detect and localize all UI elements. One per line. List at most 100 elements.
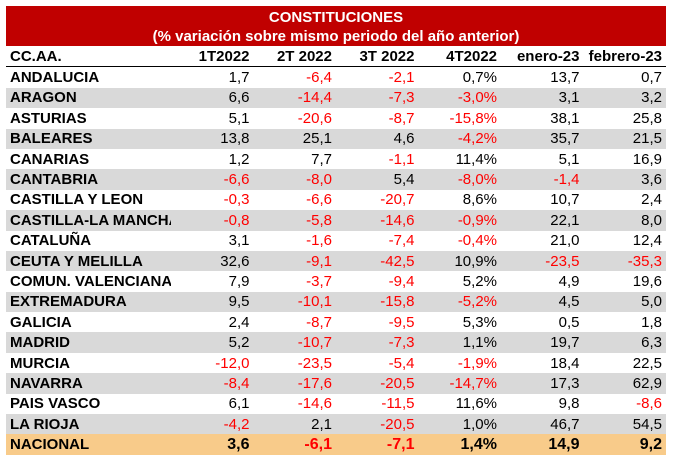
region-name: EXTREMADURA — [6, 291, 171, 313]
table-row: CATALUÑA 3,1 -1,6 -7,4 -0,4% 21,0 12,4 — [6, 231, 666, 251]
table-row: GALICIA 2,4 -8,7 -9,5 5,3% 0,5 1,8 — [6, 312, 666, 332]
value-cell: 19,7 — [501, 332, 584, 353]
value-cell: -15,8 — [336, 291, 419, 313]
region-name: ANDALUCIA — [10, 69, 100, 87]
value-cell: -0,4% — [457, 232, 497, 250]
value-cell: 5,1 — [558, 150, 580, 168]
value-cell: -10,7 — [253, 332, 336, 353]
value-cell: 21,0 — [550, 232, 580, 250]
value-cell: 9,8 — [558, 395, 580, 413]
value-cell: 19,6 — [632, 272, 662, 290]
value-cell: -1,4 — [501, 169, 584, 190]
table-row: MADRID 5,2 -10,7 -7,3 1,1% 19,7 6,3 — [6, 332, 666, 353]
value-cell: 3,1 — [228, 232, 250, 250]
value-cell: 5,1 — [228, 109, 250, 127]
value-cell: 18,4 — [550, 354, 580, 372]
value-cell: -14,7% — [418, 373, 501, 394]
region-name: PAIS VASCO — [10, 395, 101, 413]
table-row: CASTILLA-LA MANCHA -0,8 -5,8 -14,6 -0,9% 22,1… — [6, 210, 666, 231]
value-cell: -6,1 — [253, 434, 336, 455]
value-cell: -14,6 — [336, 210, 419, 231]
value-cell: 25,8 — [632, 109, 662, 127]
region-name: CEUTA Y MELILLA — [6, 250, 171, 272]
value-cell: 0,5 — [558, 313, 580, 331]
value-cell: -42,5 — [336, 250, 419, 272]
value-cell: -7,3 — [336, 87, 419, 109]
value-cell: 7,7 — [311, 150, 332, 168]
value-cell: 22,5 — [632, 354, 662, 372]
region-name: BALEARES — [6, 128, 171, 149]
value-cell: 5,4 — [336, 169, 419, 190]
value-cell: -7,4 — [388, 232, 415, 250]
value-cell: 7,9 — [228, 272, 250, 290]
value-cell: -20,5 — [336, 373, 419, 394]
table-row: COMUN. VALENCIANA 7,9 -3,7 -9,4 5,2% 4,9 19,6 — [6, 271, 666, 291]
value-cell: 2,1 — [253, 414, 336, 435]
value-cell: -14,4 — [253, 87, 336, 109]
table-row: BALEARES 13,8 25,1 4,6 -4,2% 35,7 21,5 — [6, 128, 666, 149]
value-cell: 5,3% — [462, 313, 497, 331]
value-cell: 21,5 — [583, 128, 666, 149]
value-cell: 9,2 — [583, 434, 666, 455]
table-row: CANARIAS 1,2 7,7 -1,1 11,4% 5,1 16,9 — [6, 149, 666, 169]
value-cell: -23,5 — [501, 250, 584, 272]
value-cell: 5,2 — [171, 332, 254, 353]
value-cell: 13,7 — [550, 69, 580, 87]
value-cell: 3,2 — [583, 87, 666, 109]
value-cell: -9,4 — [388, 272, 415, 290]
value-cell: 1,2 — [228, 150, 250, 168]
value-cell: 25,1 — [253, 128, 336, 149]
table-title-subtitle: (% variación sobre mismo periodo del año… — [152, 28, 520, 45]
value-cell: 10,9% — [418, 250, 501, 272]
value-cell: 8,6% — [462, 191, 497, 209]
region-name: CANTABRIA — [6, 169, 171, 190]
value-cell: -0,8 — [171, 210, 254, 231]
value-cell: 62,9 — [583, 373, 666, 394]
table-row: CANTABRIA -6,6 -8,0 5,4 -8,0% -1,4 3,6 — [6, 169, 666, 190]
value-cell: 0,7% — [462, 69, 497, 87]
value-cell: -7,1 — [336, 434, 419, 455]
table-row: MURCIA -12,0 -23,5 -5,4 -1,9% 18,4 22,5 — [6, 353, 666, 373]
value-cell: 0,7 — [641, 69, 662, 87]
value-cell: 3,6 — [171, 434, 254, 455]
value-cell: -1,9% — [457, 354, 497, 372]
table-row: NAVARRA -8,4 -17,6 -20,5 -14,7% 17,3 62,9 — [6, 373, 666, 394]
region-name: NACIONAL — [6, 434, 171, 455]
value-cell: -8,0 — [253, 169, 336, 190]
value-cell: -20,7 — [380, 191, 415, 209]
value-cell: -6,6 — [306, 191, 332, 209]
table-row: ARAGON 6,6 -14,4 -7,3 -3,0% 3,1 3,2 — [6, 87, 666, 109]
value-cell: 1,1% — [418, 332, 501, 353]
header-2t2022: 2T 2022 — [253, 46, 336, 68]
value-cell: -2,1 — [388, 69, 415, 87]
value-cell: 46,7 — [501, 414, 584, 435]
value-cell: 1,4% — [418, 434, 501, 455]
value-cell: -12,0 — [215, 354, 250, 372]
header-febrero-23: febrero-23 — [583, 46, 666, 68]
table-row: PAIS VASCO 6,1 -14,6 -11,5 11,6% 9,8 -8,6 — [6, 394, 666, 414]
constituciones-table-panel: CONSTITUCIONES (% variación sobre mismo … — [6, 6, 666, 455]
value-cell: -17,6 — [253, 373, 336, 394]
region-name: MADRID — [6, 332, 171, 353]
region-name: ARAGON — [6, 87, 171, 109]
value-cell: -11,5 — [381, 395, 415, 413]
header-region: CC.AA. — [6, 46, 171, 68]
value-cell: 6,6 — [171, 87, 254, 109]
value-cell: -8,4 — [171, 373, 254, 394]
value-cell: -23,5 — [297, 354, 332, 372]
value-cell: 6,1 — [228, 395, 250, 413]
value-cell: 4,5 — [501, 291, 584, 313]
value-cell: -8,7 — [388, 109, 415, 127]
header-1t2022: 1T2022 — [171, 46, 254, 68]
header-3t2022: 3T 2022 — [336, 46, 419, 68]
value-cell: 3,6 — [583, 169, 666, 190]
table-title: CONSTITUCIONES (% variación sobre mismo … — [6, 6, 666, 46]
value-cell: 4,6 — [336, 128, 419, 149]
value-cell: -35,3 — [583, 250, 666, 272]
value-cell: -20,6 — [297, 109, 332, 127]
header-4t2022: 4T2022 — [418, 46, 501, 68]
value-cell: 4,9 — [558, 272, 580, 290]
value-cell: -4,2% — [418, 128, 501, 149]
value-cell: -9,1 — [253, 250, 336, 272]
value-cell: 16,9 — [632, 150, 662, 168]
